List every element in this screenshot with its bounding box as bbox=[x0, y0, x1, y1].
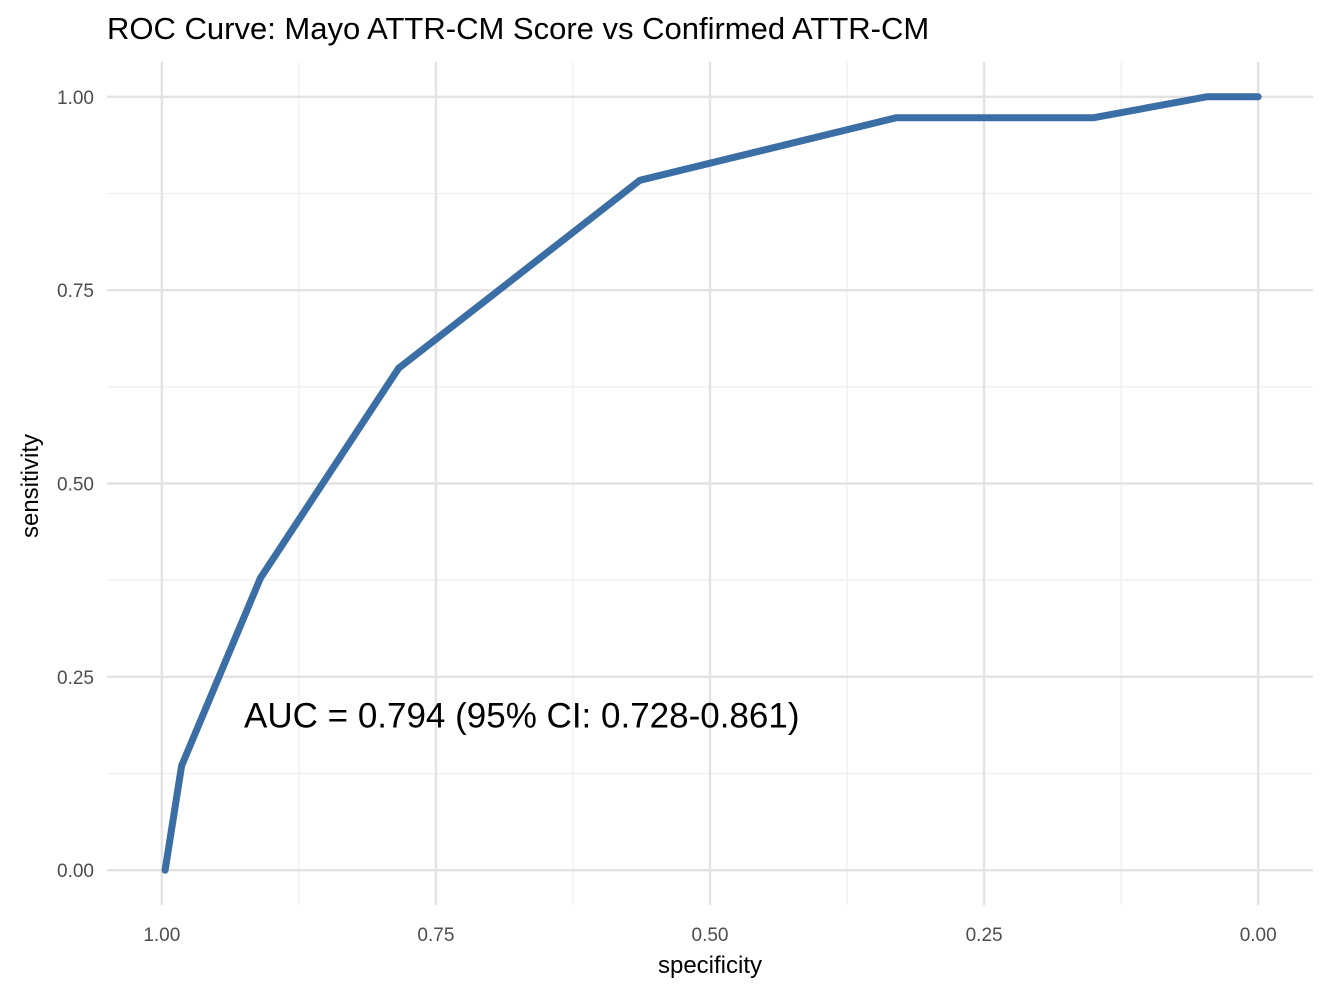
y-tick-label-1: 0.25 bbox=[57, 668, 94, 689]
x-axis-ticks: 1.00 0.75 0.50 0.25 0.00 bbox=[143, 925, 1276, 946]
y-tick-label-0: 0.00 bbox=[57, 861, 94, 882]
x-tick-label-1: 0.75 bbox=[417, 925, 454, 946]
series-layer bbox=[161, 93, 1262, 874]
major-gridlines bbox=[107, 62, 1313, 905]
x-tick-label-0: 1.00 bbox=[143, 925, 180, 946]
y-tick-label-3: 0.75 bbox=[57, 281, 94, 302]
chart-title: ROC Curve: Mayo ATTR-CM Score vs Confirm… bbox=[107, 11, 929, 46]
auc-annotation: AUC = 0.794 (95% CI: 0.728-0.861) bbox=[244, 697, 799, 736]
x-tick-label-3: 0.25 bbox=[966, 925, 1003, 946]
y-axis-ticks: 0.00 0.25 0.50 0.75 1.00 bbox=[57, 88, 94, 882]
x-tick-label-4: 0.00 bbox=[1240, 925, 1277, 946]
y-axis-title: sensitivity bbox=[17, 434, 44, 538]
y-tick-label-4: 1.00 bbox=[57, 88, 94, 109]
x-axis-title: specificity bbox=[658, 952, 762, 979]
x-tick-label-2: 0.50 bbox=[692, 925, 729, 946]
y-tick-label-2: 0.50 bbox=[57, 475, 94, 496]
